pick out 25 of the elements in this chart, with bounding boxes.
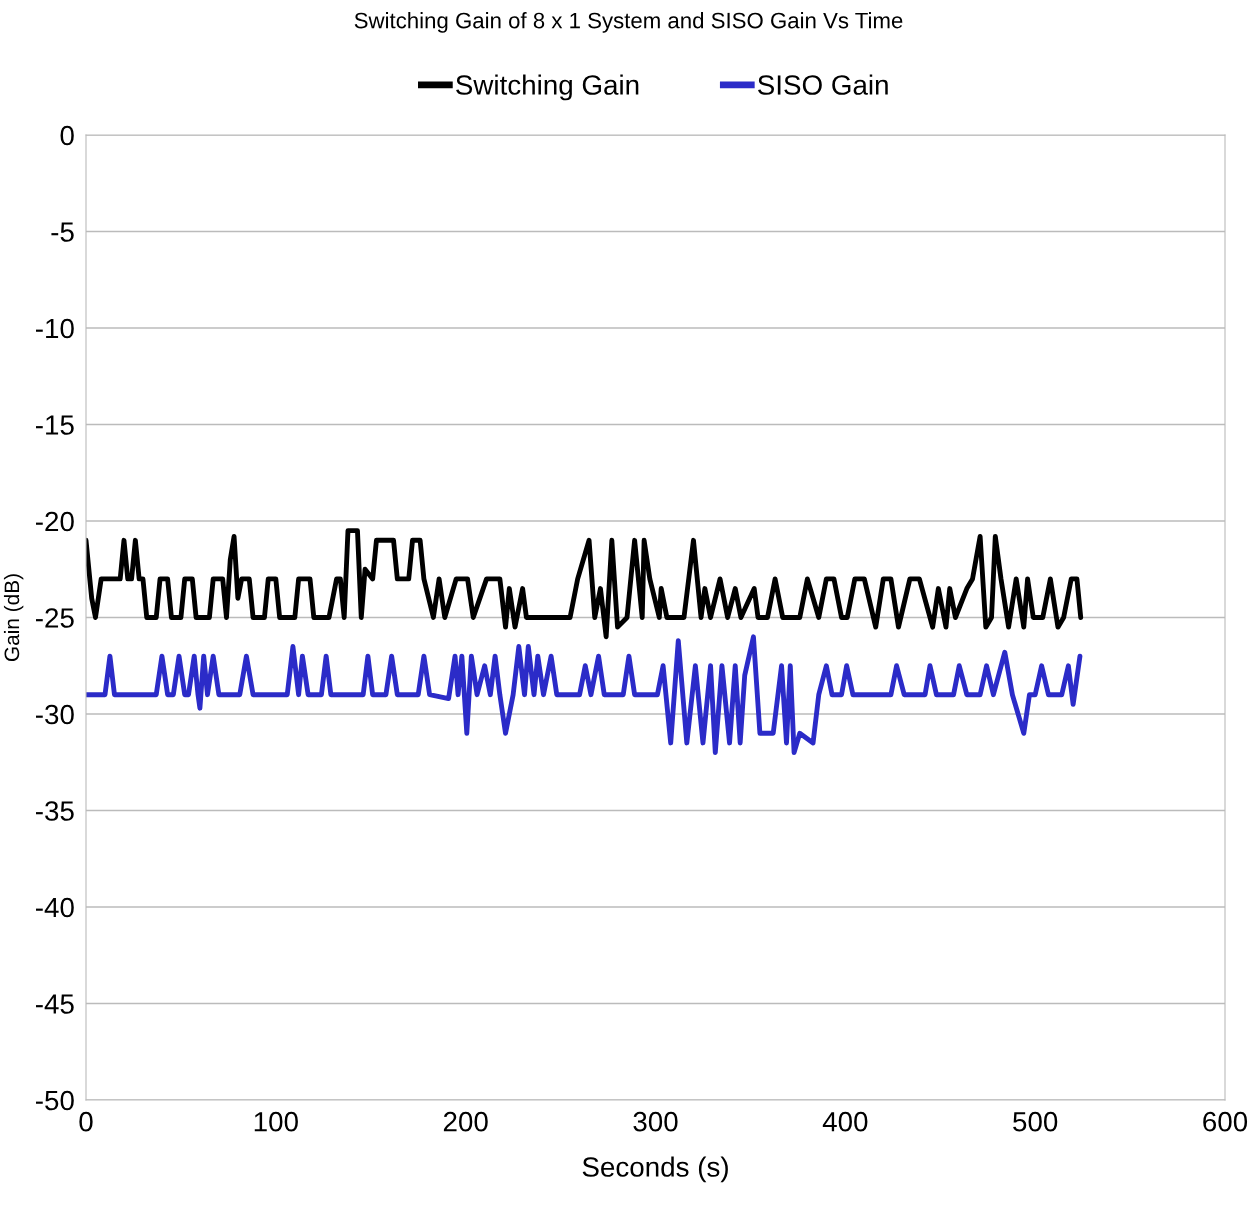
legend-label: SISO Gain	[758, 74, 888, 95]
y-tick-label: -15	[35, 415, 74, 435]
y-tick-label: -25	[35, 608, 74, 628]
y-tick-label: -5	[51, 222, 74, 242]
y-tick-label: -40	[35, 897, 74, 918]
x-tick-label: 500	[1013, 1111, 1058, 1132]
y-tick-label: -35	[35, 801, 74, 821]
y-tick-label: -45	[35, 994, 74, 1014]
x-tick-label: 200	[443, 1111, 488, 1132]
x-tick-label: 0	[79, 1111, 93, 1132]
x-tick-label: 400	[822, 1111, 868, 1132]
y-tick-label: -10	[35, 318, 74, 339]
x-tick-label: 300	[633, 1111, 678, 1132]
y-tick-label: -50	[35, 1090, 74, 1111]
x-tick-label: 600	[1203, 1111, 1248, 1132]
chart-title: Switching Gain of 8 x 1 System and SISO Gain Vs Time	[354, 12, 903, 33]
x-tick-label: 100	[254, 1111, 298, 1132]
y-tick-label: -30	[35, 704, 74, 725]
y-tick-label: -20	[35, 511, 74, 532]
line-series	[86, 634, 1083, 756]
y-tick-label: 0	[60, 125, 74, 146]
x-axis-title: Seconds (s)	[582, 1156, 728, 1183]
legend-label: Switching Gain	[456, 74, 639, 101]
line-series	[86, 528, 1084, 640]
y-axis-title: Gain (dB)	[3, 574, 24, 662]
